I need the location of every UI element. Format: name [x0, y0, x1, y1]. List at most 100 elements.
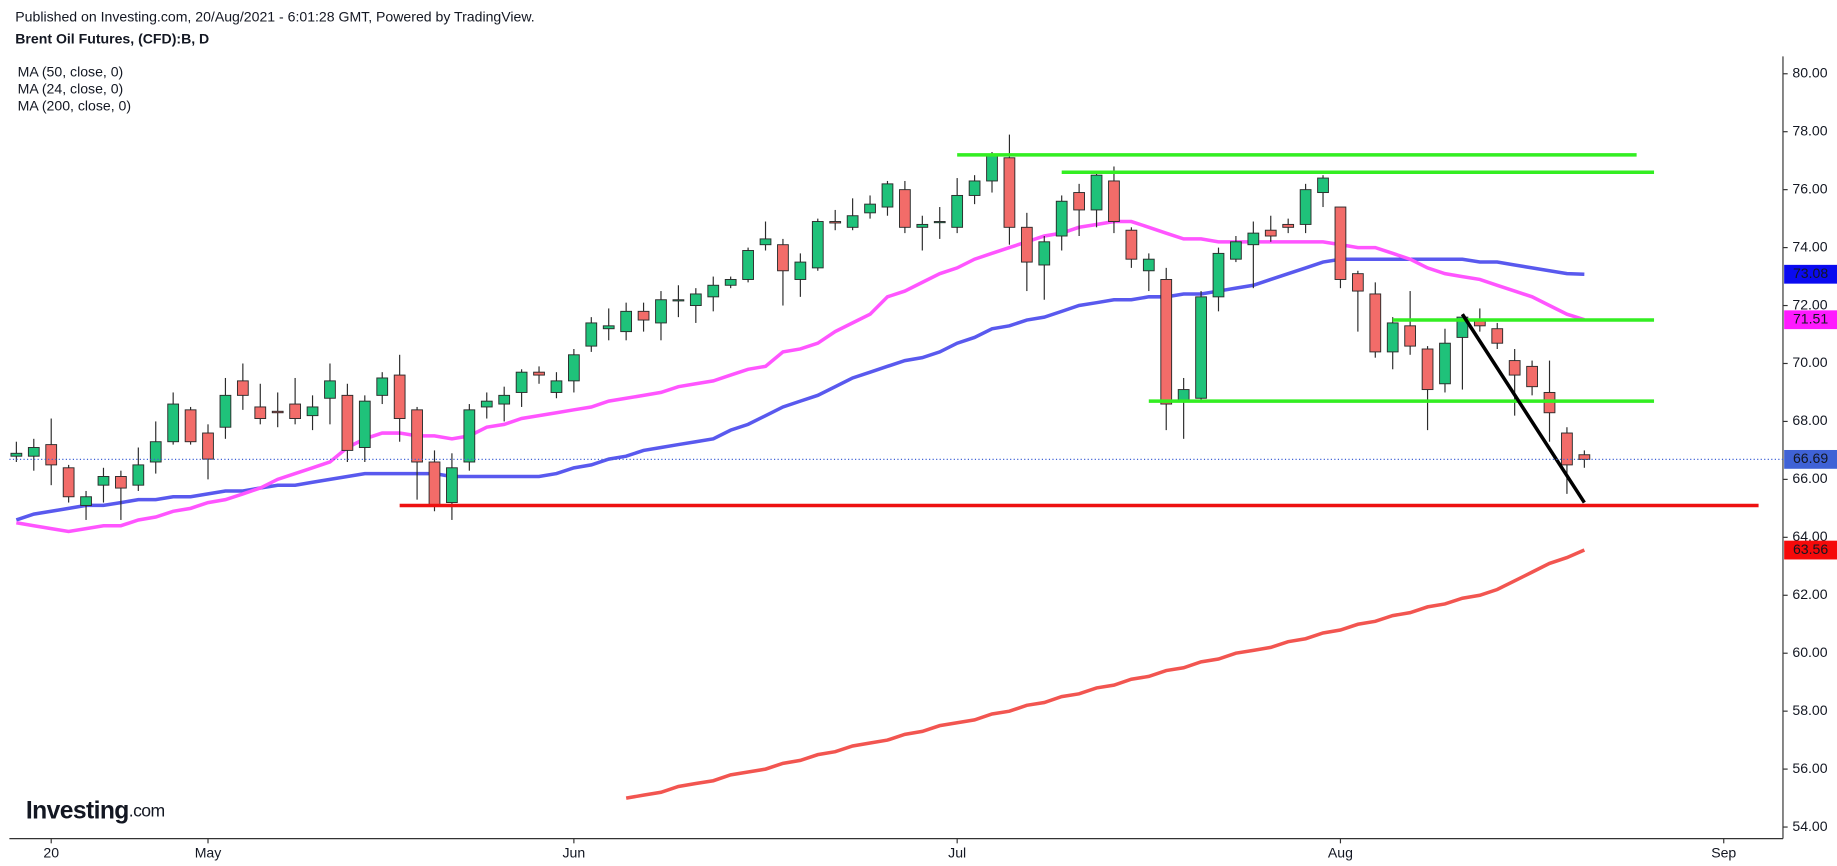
candle-body — [184, 409, 197, 443]
candle-body — [777, 244, 789, 272]
y-tick-label: 56.00 — [1792, 760, 1827, 776]
candle-body — [10, 452, 23, 457]
candle-body — [97, 476, 110, 486]
candle-body — [27, 447, 40, 457]
candle-body — [829, 221, 842, 224]
logo-name: Investing — [26, 797, 129, 824]
candle-body — [254, 406, 267, 420]
candle-body — [480, 400, 493, 408]
chart-title: Brent Oil Futures, (CFD):B, D — [15, 31, 209, 47]
x-tick-label: Aug — [1328, 845, 1353, 861]
candle-body — [289, 403, 301, 420]
candle-body — [968, 180, 981, 196]
candle-body — [167, 403, 180, 443]
price-tag-bg — [1784, 449, 1837, 469]
candle-body — [707, 284, 720, 298]
candle-body — [724, 278, 737, 286]
candle-body — [1195, 296, 1207, 399]
ma-line — [625, 548, 1586, 800]
candle-body — [846, 215, 859, 228]
candle-body — [132, 464, 145, 486]
candle-body — [1003, 157, 1016, 228]
candle-body — [637, 310, 650, 321]
candle-body — [236, 380, 249, 396]
candle-body — [376, 377, 389, 396]
candle-body — [1369, 293, 1382, 353]
candle-body — [1160, 278, 1173, 405]
y-tick-label: 60.00 — [1792, 644, 1827, 660]
x-tick-label: Jul — [948, 845, 966, 861]
y-tick-label: 58.00 — [1792, 702, 1827, 718]
ma-line — [15, 257, 1585, 522]
candle-body — [1561, 432, 1573, 466]
ma-tag: 73.08 — [1793, 265, 1828, 281]
y-tick-label: 72.00 — [1792, 296, 1827, 312]
candle-body — [324, 380, 336, 399]
candle-body — [1055, 200, 1068, 237]
candle-body — [672, 299, 685, 302]
candle-body — [602, 325, 615, 330]
candle-body — [742, 250, 754, 280]
ma-tag-bg — [1784, 310, 1837, 330]
logo-suffix: .com — [129, 800, 165, 820]
y-tick-label: 66.00 — [1792, 470, 1827, 486]
candle-body — [1125, 229, 1138, 260]
candle-body — [1421, 348, 1434, 391]
candle-body — [45, 444, 58, 466]
y-tick-label: 68.00 — [1792, 412, 1827, 428]
y-tick-label: 76.00 — [1792, 180, 1827, 196]
candle-body — [1020, 226, 1033, 263]
candle-body — [655, 299, 667, 324]
candle-body — [899, 189, 911, 228]
candle-body — [1108, 180, 1120, 222]
price-tag: 66.69 — [1793, 450, 1828, 466]
ma-tag-bg — [1784, 540, 1837, 560]
candle-body — [1230, 241, 1242, 260]
legend-entry: MA (50, close, 0) — [18, 64, 124, 80]
candle-body — [951, 194, 964, 228]
candle-body — [341, 394, 354, 451]
candle-body — [515, 371, 528, 393]
ma-tag-bg — [1784, 264, 1837, 284]
candle-body — [498, 394, 511, 405]
candle-body — [585, 322, 598, 347]
candle-body — [80, 496, 92, 506]
candle-body — [794, 261, 807, 280]
candle-body — [271, 410, 284, 414]
ma-line — [16, 219, 1585, 534]
candle-body — [916, 223, 929, 228]
candle-body — [202, 432, 214, 460]
candle-body — [1090, 174, 1103, 211]
candle-body — [463, 409, 476, 463]
x-tick-label: Sep — [1711, 845, 1736, 861]
candle-body — [881, 183, 894, 208]
legend-entry: MA (24, close, 0) — [18, 81, 124, 97]
candle-body — [1212, 252, 1225, 298]
y-tick-label: 54.00 — [1792, 818, 1827, 834]
y-tick-label: 74.00 — [1792, 238, 1827, 254]
candle-body — [1351, 273, 1364, 292]
candle-body — [986, 154, 998, 182]
ma-tag: 71.51 — [1793, 310, 1828, 326]
candle-body — [411, 409, 423, 463]
candle-body — [759, 238, 772, 246]
y-tick-label: 70.00 — [1792, 354, 1827, 370]
candle-body — [1526, 365, 1538, 388]
y-tick-label: 64.00 — [1792, 528, 1827, 544]
y-tick-label: 80.00 — [1792, 64, 1827, 80]
candle-body — [1334, 206, 1347, 280]
candle-body — [1264, 229, 1277, 237]
candle-body — [306, 406, 319, 417]
candle-body — [1578, 454, 1591, 460]
candle-body — [428, 461, 441, 506]
candle-body — [568, 354, 580, 382]
legend-entry: MA (200, close, 0) — [18, 98, 131, 114]
logo: Investing.com — [26, 797, 165, 824]
candle-body — [1491, 328, 1504, 344]
ma-tag: 63.56 — [1793, 541, 1828, 557]
y-tick-label: 62.00 — [1792, 586, 1827, 602]
candle-body — [1282, 223, 1295, 228]
candle-body — [1038, 241, 1051, 266]
